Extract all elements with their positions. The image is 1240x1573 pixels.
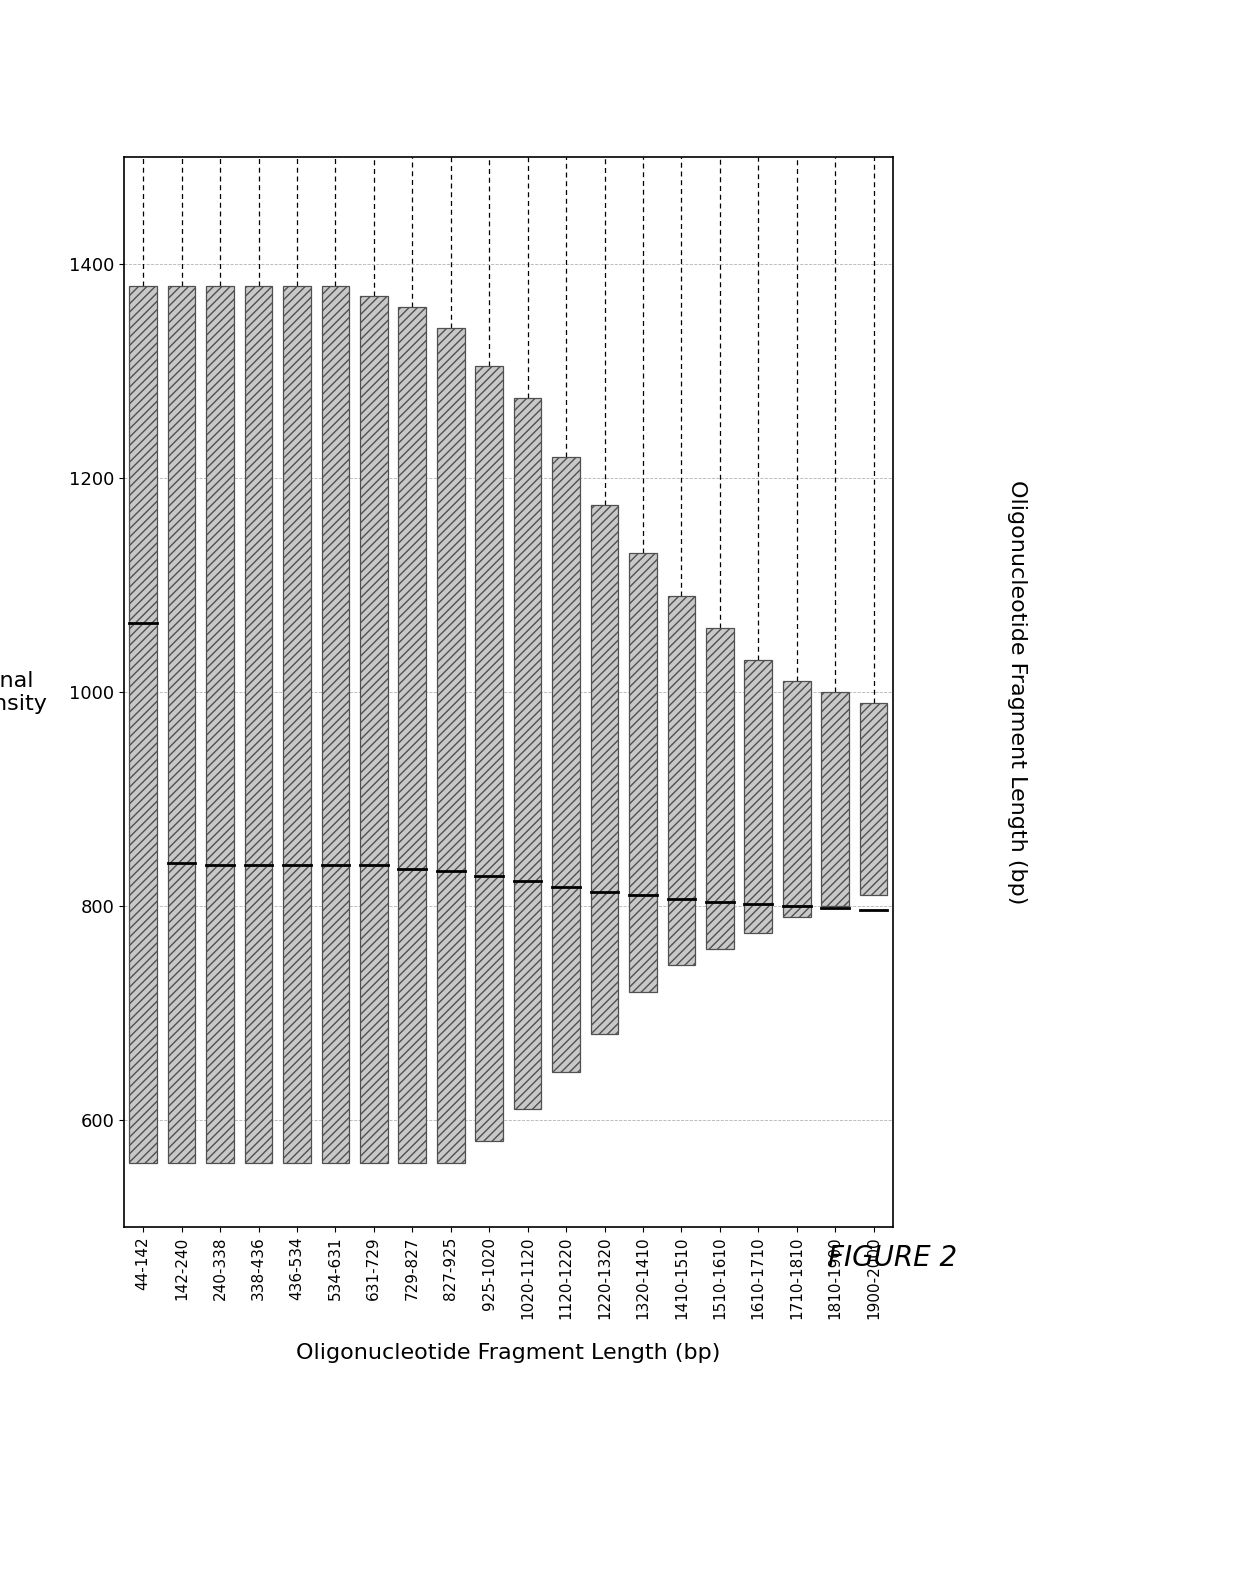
Bar <box>206 286 234 1162</box>
Bar <box>667 596 696 964</box>
Bar <box>475 367 503 1142</box>
Bar <box>283 286 311 1162</box>
Bar <box>321 286 350 1162</box>
Bar <box>706 628 734 949</box>
Text: FIGURE 2: FIGURE 2 <box>828 1244 957 1273</box>
Bar <box>590 505 619 1035</box>
Y-axis label: Signal
Intensity: Signal Intensity <box>0 670 48 714</box>
Bar <box>859 703 888 895</box>
Bar <box>552 456 580 1071</box>
Bar <box>744 661 773 933</box>
Text: Oligonucleotide Fragment Length (bp): Oligonucleotide Fragment Length (bp) <box>1007 480 1027 904</box>
Bar <box>629 554 657 991</box>
Bar <box>398 307 427 1162</box>
Bar <box>360 296 388 1162</box>
Bar <box>244 286 273 1162</box>
Text: Oligonucleotide Fragment Length (bp): Oligonucleotide Fragment Length (bp) <box>296 1343 720 1362</box>
Bar <box>782 681 811 917</box>
Bar <box>129 286 157 1162</box>
Bar <box>513 398 542 1109</box>
Bar <box>167 286 196 1162</box>
Bar <box>436 329 465 1162</box>
Bar <box>821 692 849 906</box>
